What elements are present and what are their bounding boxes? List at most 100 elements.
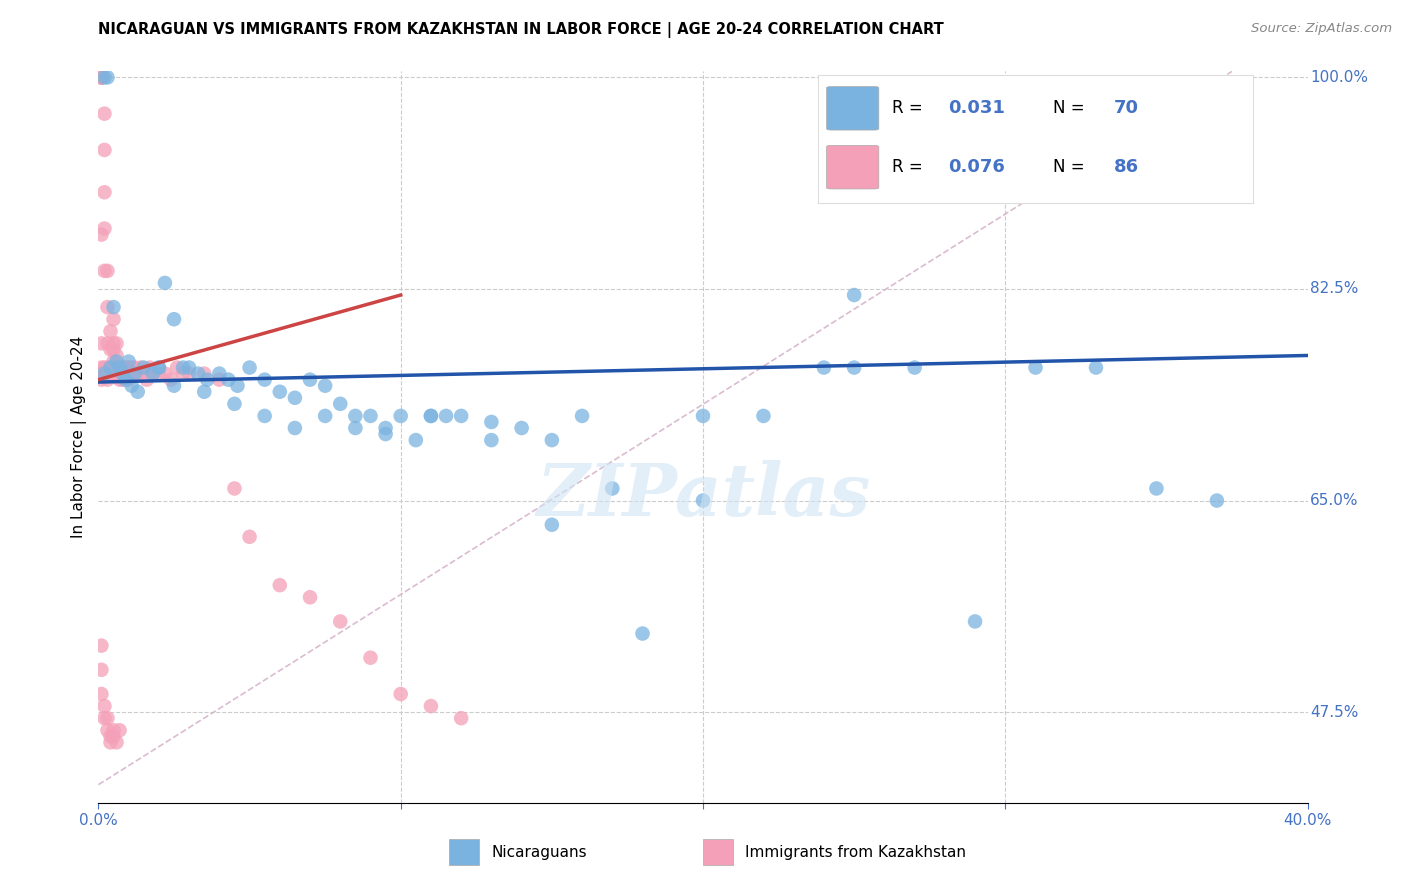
Point [103, 367, 125, 381]
Point [434, 409, 457, 423]
Point [111, 367, 134, 381]
Point [103, 300, 125, 314]
Point [374, 427, 396, 442]
Point [692, 409, 714, 423]
Point [100, 367, 122, 381]
Point [90, 367, 112, 381]
Point [90, 70, 112, 85]
Point [96, 360, 118, 375]
Point [540, 433, 562, 447]
Point [1144, 482, 1167, 496]
Point [100, 360, 122, 375]
Point [108, 360, 131, 375]
Point [108, 367, 131, 381]
Point [284, 391, 307, 405]
Point [96, 264, 118, 278]
Point [1085, 360, 1108, 375]
Point [90, 227, 112, 242]
Point [124, 367, 146, 381]
Point [93, 360, 115, 375]
Point [105, 354, 128, 368]
Point [127, 384, 149, 399]
Bar [703, 839, 734, 865]
Point [90, 639, 112, 653]
Point [299, 591, 322, 605]
Point [108, 723, 131, 738]
Point [105, 735, 128, 749]
Point [1024, 360, 1046, 375]
Point [93, 367, 115, 381]
Point [208, 367, 231, 381]
Point [481, 433, 503, 447]
Point [405, 433, 427, 447]
Point [166, 360, 188, 375]
Point [177, 367, 201, 381]
Point [160, 373, 183, 387]
Point [121, 360, 143, 375]
Point [172, 360, 194, 375]
Point [450, 711, 472, 725]
Point [187, 367, 209, 381]
Point [90, 336, 112, 351]
Point [96, 336, 118, 351]
Point [193, 384, 215, 399]
Point [90, 70, 112, 85]
Point [269, 578, 291, 592]
Point [314, 378, 336, 392]
Point [239, 530, 262, 544]
Y-axis label: In Labor Force | Age 20-24: In Labor Force | Age 20-24 [72, 336, 87, 538]
Point [904, 360, 927, 375]
Point [540, 517, 562, 532]
Point [844, 288, 866, 302]
Point [100, 343, 122, 357]
Point [90, 70, 112, 85]
Point [108, 373, 131, 387]
Point [419, 699, 441, 714]
Point [571, 409, 593, 423]
Bar [449, 839, 479, 865]
Point [105, 360, 128, 375]
Point [253, 373, 276, 387]
Point [93, 106, 115, 120]
Text: Source: ZipAtlas.com: Source: ZipAtlas.com [1251, 22, 1392, 36]
Point [96, 367, 118, 381]
Point [142, 367, 165, 381]
Point [121, 367, 143, 381]
Point [121, 378, 143, 392]
Point [163, 378, 186, 392]
Point [111, 373, 134, 387]
Point [127, 367, 149, 381]
Point [208, 373, 231, 387]
Point [172, 367, 194, 381]
Point [1206, 493, 1229, 508]
Point [389, 409, 412, 423]
Point [844, 360, 866, 375]
Point [510, 421, 533, 435]
Point [90, 687, 112, 701]
Point [103, 723, 125, 738]
Point [135, 373, 157, 387]
Point [224, 397, 246, 411]
Point [148, 360, 170, 375]
Point [111, 367, 134, 381]
Point [108, 360, 131, 375]
Point [132, 367, 155, 381]
Text: 100.0%: 100.0% [1310, 70, 1368, 85]
Point [344, 421, 367, 435]
Point [111, 360, 134, 375]
Point [389, 687, 412, 701]
Point [100, 729, 122, 743]
Text: 47.5%: 47.5% [1310, 705, 1358, 720]
Point [105, 349, 128, 363]
Point [105, 336, 128, 351]
Point [90, 70, 112, 85]
Point [103, 729, 125, 743]
Point [93, 221, 115, 235]
Point [153, 367, 176, 381]
Point [450, 409, 472, 423]
Text: Nicaraguans: Nicaraguans [492, 845, 588, 860]
Point [124, 360, 146, 375]
Point [752, 409, 775, 423]
Text: 65.0%: 65.0% [1310, 493, 1358, 508]
Point [90, 360, 112, 375]
